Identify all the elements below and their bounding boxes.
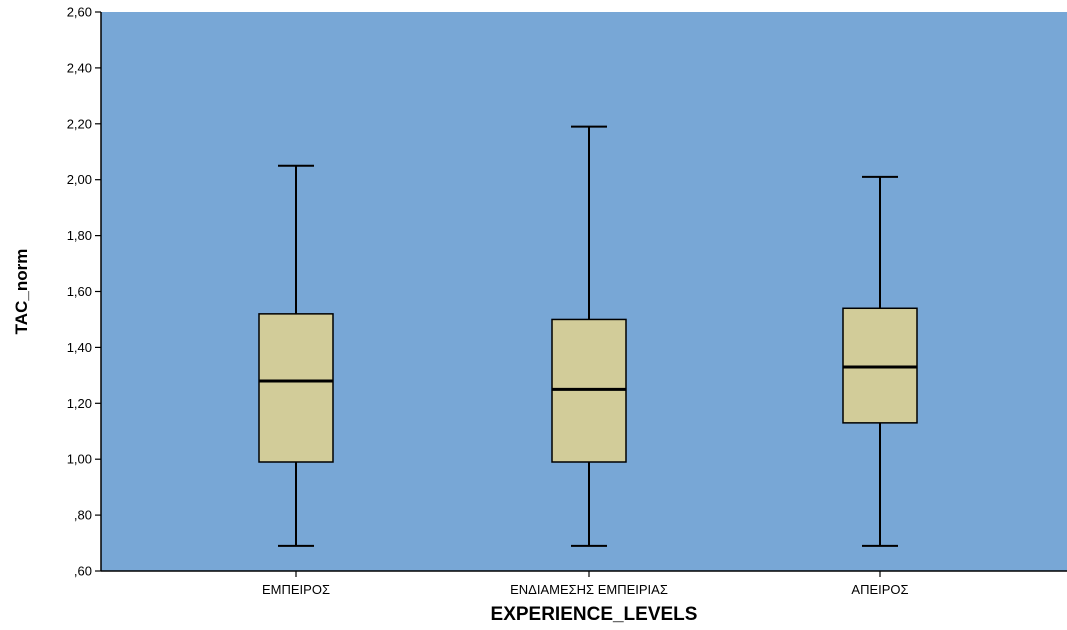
y-axis-ticks: ,60 ,80 1,00 1,20 1,40 1,60 1,80 2,00 2,20 2,40 2,… <box>67 5 101 579</box>
y-tick-label: 2,20 <box>67 116 92 131</box>
y-tick-label: 1,20 <box>67 396 92 411</box>
x-category-label: ΕΝΔΙΑΜΕΣΗΣ ΕΜΠΕΙΡΙΑΣ <box>510 582 668 597</box>
y-tick-label: 1,00 <box>67 452 92 467</box>
y-tick-label: ,80 <box>74 508 92 523</box>
y-tick-label: 1,60 <box>67 284 92 299</box>
box-2 <box>551 125 627 547</box>
boxes-group <box>258 125 918 547</box>
plot-area <box>101 12 1067 571</box>
y-tick-label: 1,80 <box>67 228 92 243</box>
y-tick-label: ,60 <box>74 564 92 579</box>
y-tick-label: 1,40 <box>67 340 92 355</box>
y-axis-title: TAC_norm <box>12 249 31 335</box>
box-3 <box>842 175 918 547</box>
x-category-label: ΕΜΠΕΙΡΟΣ <box>262 582 330 597</box>
y-tick-label: 2,00 <box>67 172 92 187</box>
box-1 <box>258 164 334 547</box>
y-tick-label: 2,40 <box>67 60 92 75</box>
box-iqr <box>258 313 334 463</box>
y-tick-label: 2,60 <box>67 5 92 20</box>
x-axis-title: EXPERIENCE_LEVELS <box>491 604 698 625</box>
x-axis-categories: ΕΜΠΕΙΡΟΣ ΕΝΔΙΑΜΕΣΗΣ ΕΜΠΕΙΡΙΑΣ ΑΠΕΙΡΟΣ <box>262 571 909 597</box>
x-category-label: ΑΠΕΙΡΟΣ <box>851 582 908 597</box>
